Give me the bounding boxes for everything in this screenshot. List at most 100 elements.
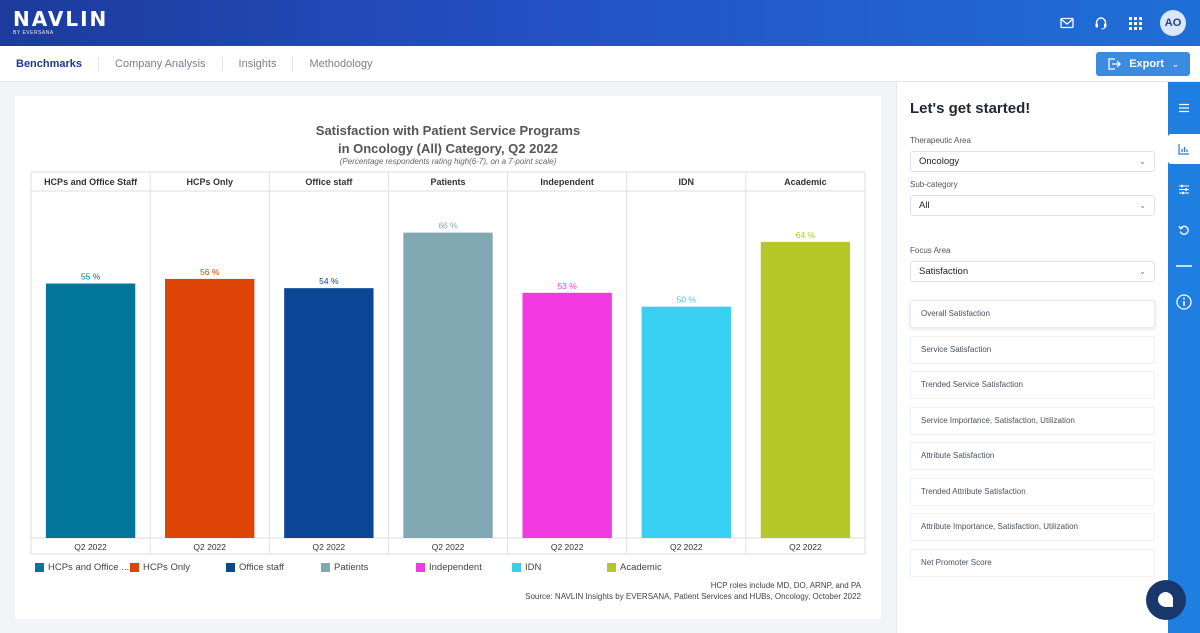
focus-area-select[interactable]: Satisfaction ⌄ — [910, 261, 1155, 282]
logo-text: NAVLIN — [13, 7, 109, 31]
menu-service-satisfaction[interactable]: Service Satisfaction — [910, 336, 1155, 364]
info-icon[interactable] — [1168, 287, 1200, 317]
legend-label: IDN — [525, 562, 542, 573]
user-avatar[interactable]: AO — [1160, 10, 1186, 36]
chart-frame — [30, 171, 866, 555]
legend-item[interactable]: Academic — [607, 562, 662, 573]
therapeutic-area-label: Therapeutic Area — [910, 136, 971, 145]
navlin-logo[interactable]: NAVLIN BY EVERSANA — [13, 9, 108, 36]
bar — [522, 292, 612, 538]
bar-chart-icon[interactable] — [1168, 134, 1200, 164]
x-tick-label: Q2 2022 — [551, 542, 584, 552]
data-label: 53 % — [557, 281, 577, 291]
category-header: IDN — [679, 177, 695, 187]
chart-subtitle: (Percentage respondents rating high(6-7)… — [339, 157, 557, 166]
refresh-icon[interactable] — [1168, 215, 1200, 245]
legend-item[interactable]: Independent — [416, 562, 482, 573]
category-header: HCPs Only — [186, 177, 233, 187]
menu-attribute-satisfaction[interactable]: Attribute Satisfaction — [910, 442, 1155, 470]
data-label: 56 % — [200, 267, 220, 277]
legend-swatch — [35, 563, 44, 572]
headset-icon[interactable] — [1084, 10, 1118, 36]
chevron-down-icon: ⌄ — [1139, 201, 1146, 210]
subcategory-select[interactable]: All ⌄ — [910, 195, 1155, 216]
category-header: Patients — [430, 177, 465, 187]
focus-area-label: Focus Area — [910, 246, 951, 255]
tab-list: Benchmarks Company Analysis Insights Met… — [0, 46, 388, 82]
x-tick-label: Q2 2022 — [193, 542, 226, 552]
tab-insights[interactable]: Insights — [223, 57, 294, 71]
legend-item[interactable]: Office staff — [226, 562, 284, 573]
chart-footnote: HCP roles include MD, DO, ARNP, and PA S… — [525, 580, 861, 602]
legend-swatch — [512, 563, 521, 572]
side-toolbar — [1168, 82, 1200, 633]
x-tick-label: Q2 2022 — [74, 542, 107, 552]
export-button[interactable]: Export ⌄ — [1096, 52, 1190, 76]
bar — [45, 283, 136, 538]
tab-benchmarks[interactable]: Benchmarks — [0, 57, 100, 71]
export-label: Export — [1129, 58, 1165, 70]
category-header: Academic — [784, 177, 827, 187]
sliders-icon[interactable] — [1168, 174, 1200, 204]
legend-label: HCPs Only — [143, 562, 190, 573]
chart-title-line2: in Oncology (All) Category, Q2 2022 — [337, 141, 559, 156]
bar — [760, 241, 851, 539]
therapeutic-area-value: Oncology — [919, 156, 960, 167]
menu-icon[interactable] — [1168, 93, 1200, 123]
legend-swatch — [321, 563, 330, 572]
footnote-source: Source: NAVLIN Insights by EVERSANA, Pat… — [525, 592, 861, 601]
menu-trended-service-satisfaction[interactable]: Trended Service Satisfaction — [910, 371, 1155, 399]
top-header: NAVLIN BY EVERSANA AO — [0, 0, 1200, 46]
nav-bar: Benchmarks Company Analysis Insights Met… — [0, 46, 1200, 82]
export-icon — [1108, 58, 1122, 70]
legend-label: Academic — [620, 562, 662, 573]
bar — [165, 278, 255, 538]
legend-item[interactable]: HCPs and Office ... — [35, 562, 129, 573]
chat-button[interactable] — [1146, 580, 1186, 620]
data-label: 66 % — [438, 221, 458, 231]
chart-card: Satisfaction with Patient Service Progra… — [15, 96, 881, 619]
bar — [284, 288, 374, 538]
tab-company-analysis[interactable]: Company Analysis — [99, 57, 223, 71]
chevron-down-icon: ⌄ — [1139, 157, 1146, 166]
x-tick-label: Q2 2022 — [789, 542, 822, 552]
apps-grid-icon[interactable] — [1118, 10, 1152, 36]
filter-panel: Let's get started! Therapeutic Area Onco… — [896, 82, 1168, 633]
category-header: Office staff — [305, 177, 353, 187]
x-tick-label: Q2 2022 — [313, 542, 346, 552]
chevron-down-icon: ⌄ — [1172, 59, 1179, 69]
subcategory-value: All — [919, 200, 930, 211]
bar — [641, 306, 731, 538]
legend-item[interactable]: HCPs Only — [130, 562, 190, 573]
category-header: Independent — [540, 177, 594, 187]
x-tick-label: Q2 2022 — [432, 542, 465, 552]
legend-label: HCPs and Office ... — [48, 562, 130, 573]
legend-item[interactable]: IDN — [512, 562, 541, 573]
menu-net-promoter-score[interactable]: Net Promoter Score — [910, 549, 1155, 577]
menu-service-importance[interactable]: Service Importance, Satisfaction, Utiliz… — [910, 407, 1155, 435]
logo-subtext: BY EVERSANA — [13, 30, 54, 36]
menu-trended-attribute-satisfaction[interactable]: Trended Attribute Satisfaction — [910, 478, 1155, 506]
chart-title: Satisfaction with Patient Service Progra… — [15, 122, 881, 158]
legend-item[interactable]: Patients — [321, 562, 368, 573]
legend-swatch — [416, 563, 425, 572]
bar-chart: HCPs and Office Staff 55 % Q2 2022 HCPs Onl… — [30, 171, 866, 555]
category-header: HCPs and Office Staff — [44, 177, 138, 187]
legend-swatch — [226, 563, 235, 572]
subcategory-label: Sub-category — [910, 180, 958, 189]
legend-label: Patients — [334, 562, 369, 573]
minus-icon[interactable] — [1168, 251, 1200, 281]
therapeutic-area-select[interactable]: Oncology ⌄ — [910, 151, 1155, 172]
data-label: 54 % — [319, 276, 339, 286]
menu-overall-satisfaction[interactable]: Overall Satisfaction — [910, 300, 1155, 328]
x-tick-label: Q2 2022 — [670, 542, 703, 552]
chevron-down-icon: ⌄ — [1139, 267, 1146, 276]
data-label: 50 % — [677, 295, 697, 305]
data-label: 55 % — [81, 272, 101, 282]
legend-label: Office staff — [239, 562, 285, 573]
chat-icon — [1158, 592, 1174, 607]
menu-attribute-importance[interactable]: Attribute Importance, Satisfaction, Util… — [910, 513, 1155, 541]
mail-icon[interactable] — [1050, 10, 1084, 36]
chart-title-line1: Satisfaction with Patient Service Progra… — [315, 123, 581, 138]
tab-methodology[interactable]: Methodology — [309, 58, 373, 70]
